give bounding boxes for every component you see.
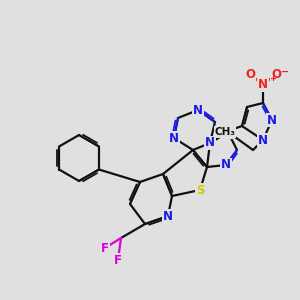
Text: N: N: [267, 113, 277, 127]
Text: N: N: [223, 125, 233, 139]
Text: +: +: [269, 74, 276, 83]
Text: N: N: [258, 134, 268, 146]
Text: N: N: [193, 103, 203, 116]
Text: −: −: [281, 67, 289, 77]
Text: N: N: [205, 136, 215, 149]
Text: N: N: [163, 209, 173, 223]
Text: N: N: [258, 79, 268, 92]
Text: N: N: [169, 131, 179, 145]
Text: O: O: [271, 68, 281, 80]
Text: S: S: [196, 184, 204, 196]
Text: N: N: [221, 158, 231, 172]
Text: F: F: [101, 242, 109, 254]
Text: CH₃: CH₃: [214, 127, 236, 137]
Text: F: F: [114, 254, 122, 266]
Text: O: O: [245, 68, 255, 80]
